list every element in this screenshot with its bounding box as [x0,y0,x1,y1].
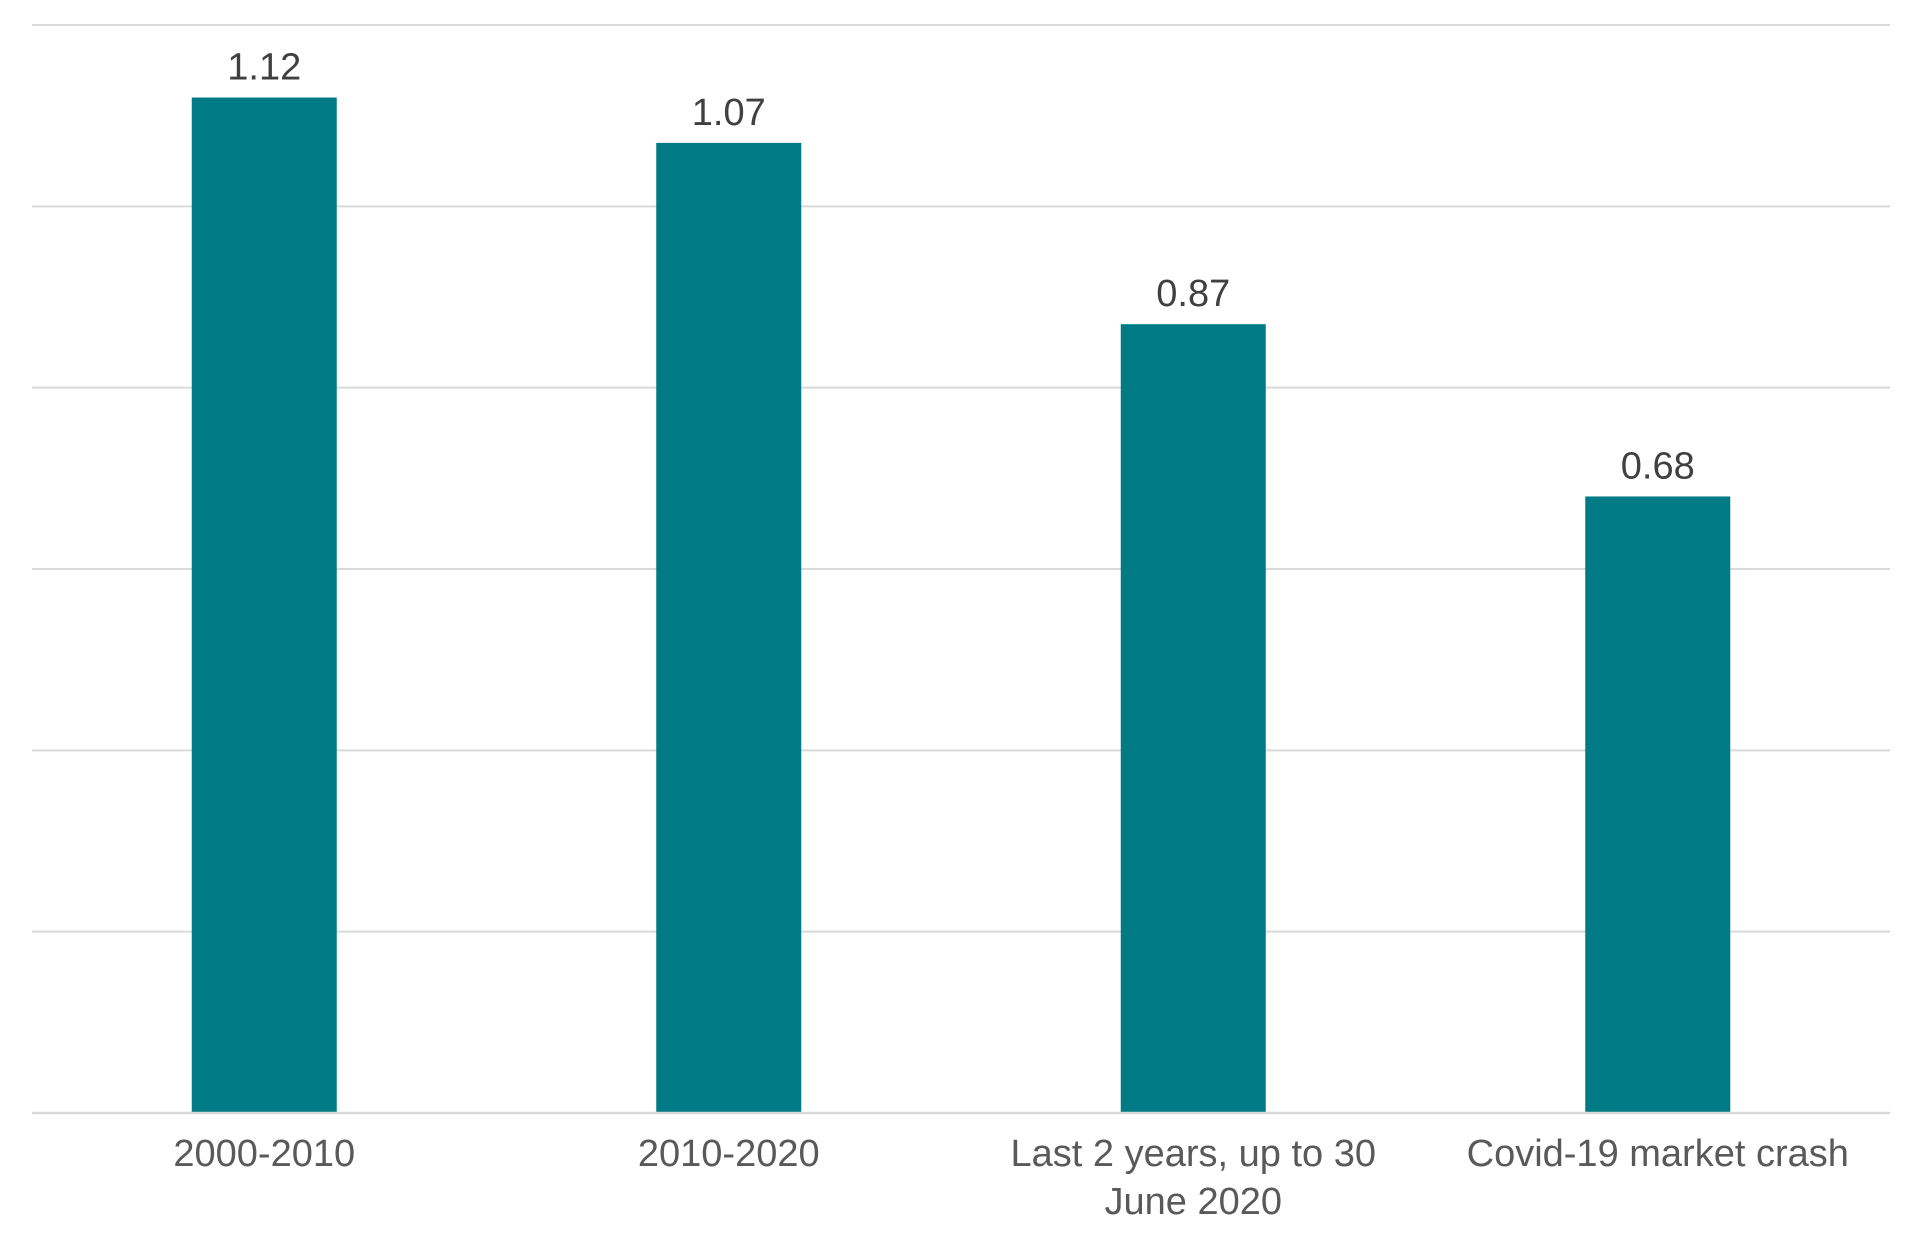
x-tick-label: Covid-19 market crash [1467,1133,1849,1175]
bar [1120,324,1266,1113]
bar [1585,496,1731,1113]
x-tick-labels: 2000-2010 2010-2020 Last 2 years, up to 30… [173,1133,1848,1223]
gridlines [32,24,1890,933]
data-label: 0.68 [1621,445,1695,487]
data-label: 1.12 [227,47,301,89]
x-tick-label: 2000-2010 [173,1133,355,1175]
data-label: 0.87 [1156,273,1230,315]
bar [656,142,802,1113]
bar [191,97,337,1114]
data-label: 1.07 [692,92,766,134]
bars [191,97,1731,1114]
x-tick-label: Last 2 years, up to 30 June 2020 [1011,1133,1376,1223]
x-tick-label: 2010-2020 [638,1133,820,1175]
data-labels: 1.12 1.07 0.87 0.68 [227,47,1694,488]
